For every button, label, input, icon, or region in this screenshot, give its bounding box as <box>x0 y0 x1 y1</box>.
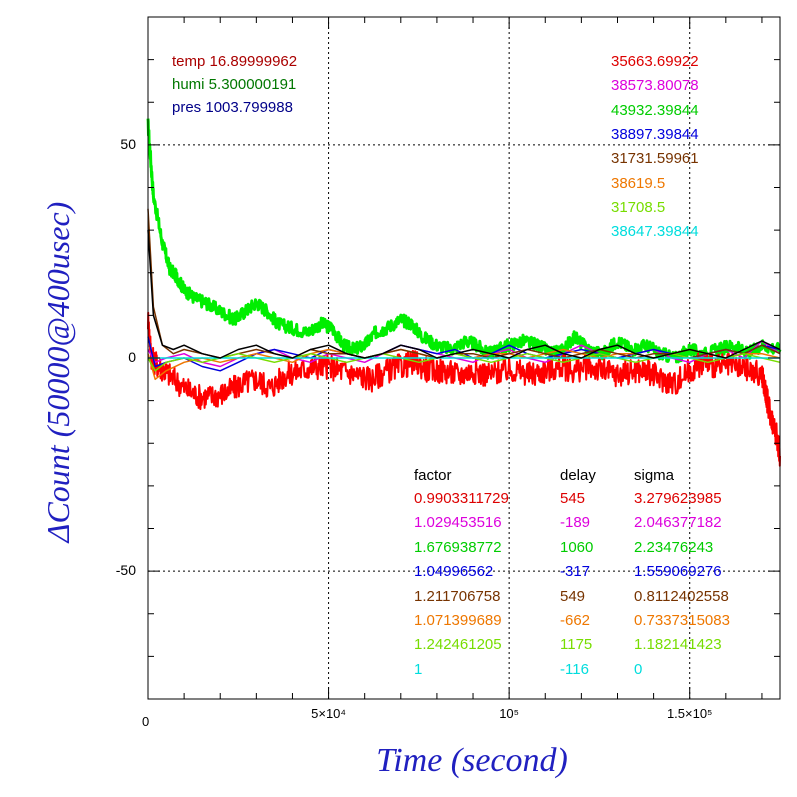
plot-frame <box>147 16 781 700</box>
table-header-factor: factor <box>414 467 452 484</box>
table-cell-sigma: 0.7337315083 <box>634 612 730 629</box>
table-cell-delay: 1175 <box>560 636 593 654</box>
table-cell-delay: 545 <box>560 490 586 507</box>
legend-value: 38573.80078 <box>611 77 699 95</box>
x-tick-label: 1.5×10⁵ <box>666 706 713 721</box>
series-group <box>146 118 782 467</box>
table-cell-sigma: 1.559069276 <box>634 563 722 581</box>
table-cell-delay: 1060 <box>560 538 594 556</box>
legend-value: 38897.39844 <box>611 125 699 143</box>
table-cell-sigma: 1.182141423 <box>634 636 722 654</box>
env-readout-line: pres 1003.799988 <box>172 99 293 116</box>
table-header-sigma: sigma <box>634 467 675 484</box>
table-cell-delay: -116 <box>560 660 589 678</box>
y-tick-label: 0 <box>128 349 136 365</box>
x-axis-label: Time (second) <box>376 742 568 779</box>
table-cell-factor: 1.211706758 <box>414 587 501 605</box>
table-cell-delay: 549 <box>560 587 586 605</box>
x-tick-label: 10⁵ <box>499 706 520 721</box>
x-tick-label: 5×10⁴ <box>311 706 346 721</box>
table-cell-factor: 0.9903311729 <box>414 490 509 507</box>
series-line-2 <box>147 311 781 467</box>
table-cell-sigma: 0 <box>634 660 643 678</box>
table-cell-sigma: 2.23476243 <box>634 538 714 556</box>
table-cell-delay: -189 <box>560 514 591 532</box>
table-cell-delay: -662 <box>560 612 591 629</box>
table-cell-factor: 1.071399689 <box>414 612 502 629</box>
legend-value: 38647.39844 <box>611 223 699 241</box>
table-cell-factor: 1 <box>414 660 423 678</box>
legend-value: 43932.39844 <box>611 101 699 119</box>
y-tick-label: -50 <box>115 562 136 579</box>
table-cell-factor: 1.242461205 <box>414 636 502 654</box>
legend-value: 38619.5 <box>611 174 666 192</box>
table-cell-sigma: 2.046377182 <box>634 514 722 532</box>
legend-value: 31731.59961 <box>611 150 699 168</box>
env-readout-line: temp 16.89999962 <box>172 53 298 70</box>
series-line-9 <box>147 230 781 359</box>
y-axis-label: ΔCount (50000@400usec) <box>40 201 76 543</box>
table-cell-delay: -317 <box>560 563 591 581</box>
env-readout-line: humi 5.300000191 <box>172 76 297 93</box>
table-cell-sigma: 3.279623985 <box>634 490 722 507</box>
legend-value: 31708.5 <box>611 198 666 216</box>
x-tick-label: 0 <box>142 714 150 729</box>
table-header-delay: delay <box>560 467 596 484</box>
table-cell-sigma: 0.8112402558 <box>634 587 729 605</box>
table-cell-factor: 1.676938772 <box>414 538 502 556</box>
y-tick-label: 50 <box>120 135 136 152</box>
table-cell-factor: 1.029453516 <box>414 514 502 532</box>
table-cell-factor: 1.04996562 <box>414 563 494 581</box>
series-line-1 <box>146 118 782 364</box>
legend-value: 35663.69922 <box>611 53 699 70</box>
